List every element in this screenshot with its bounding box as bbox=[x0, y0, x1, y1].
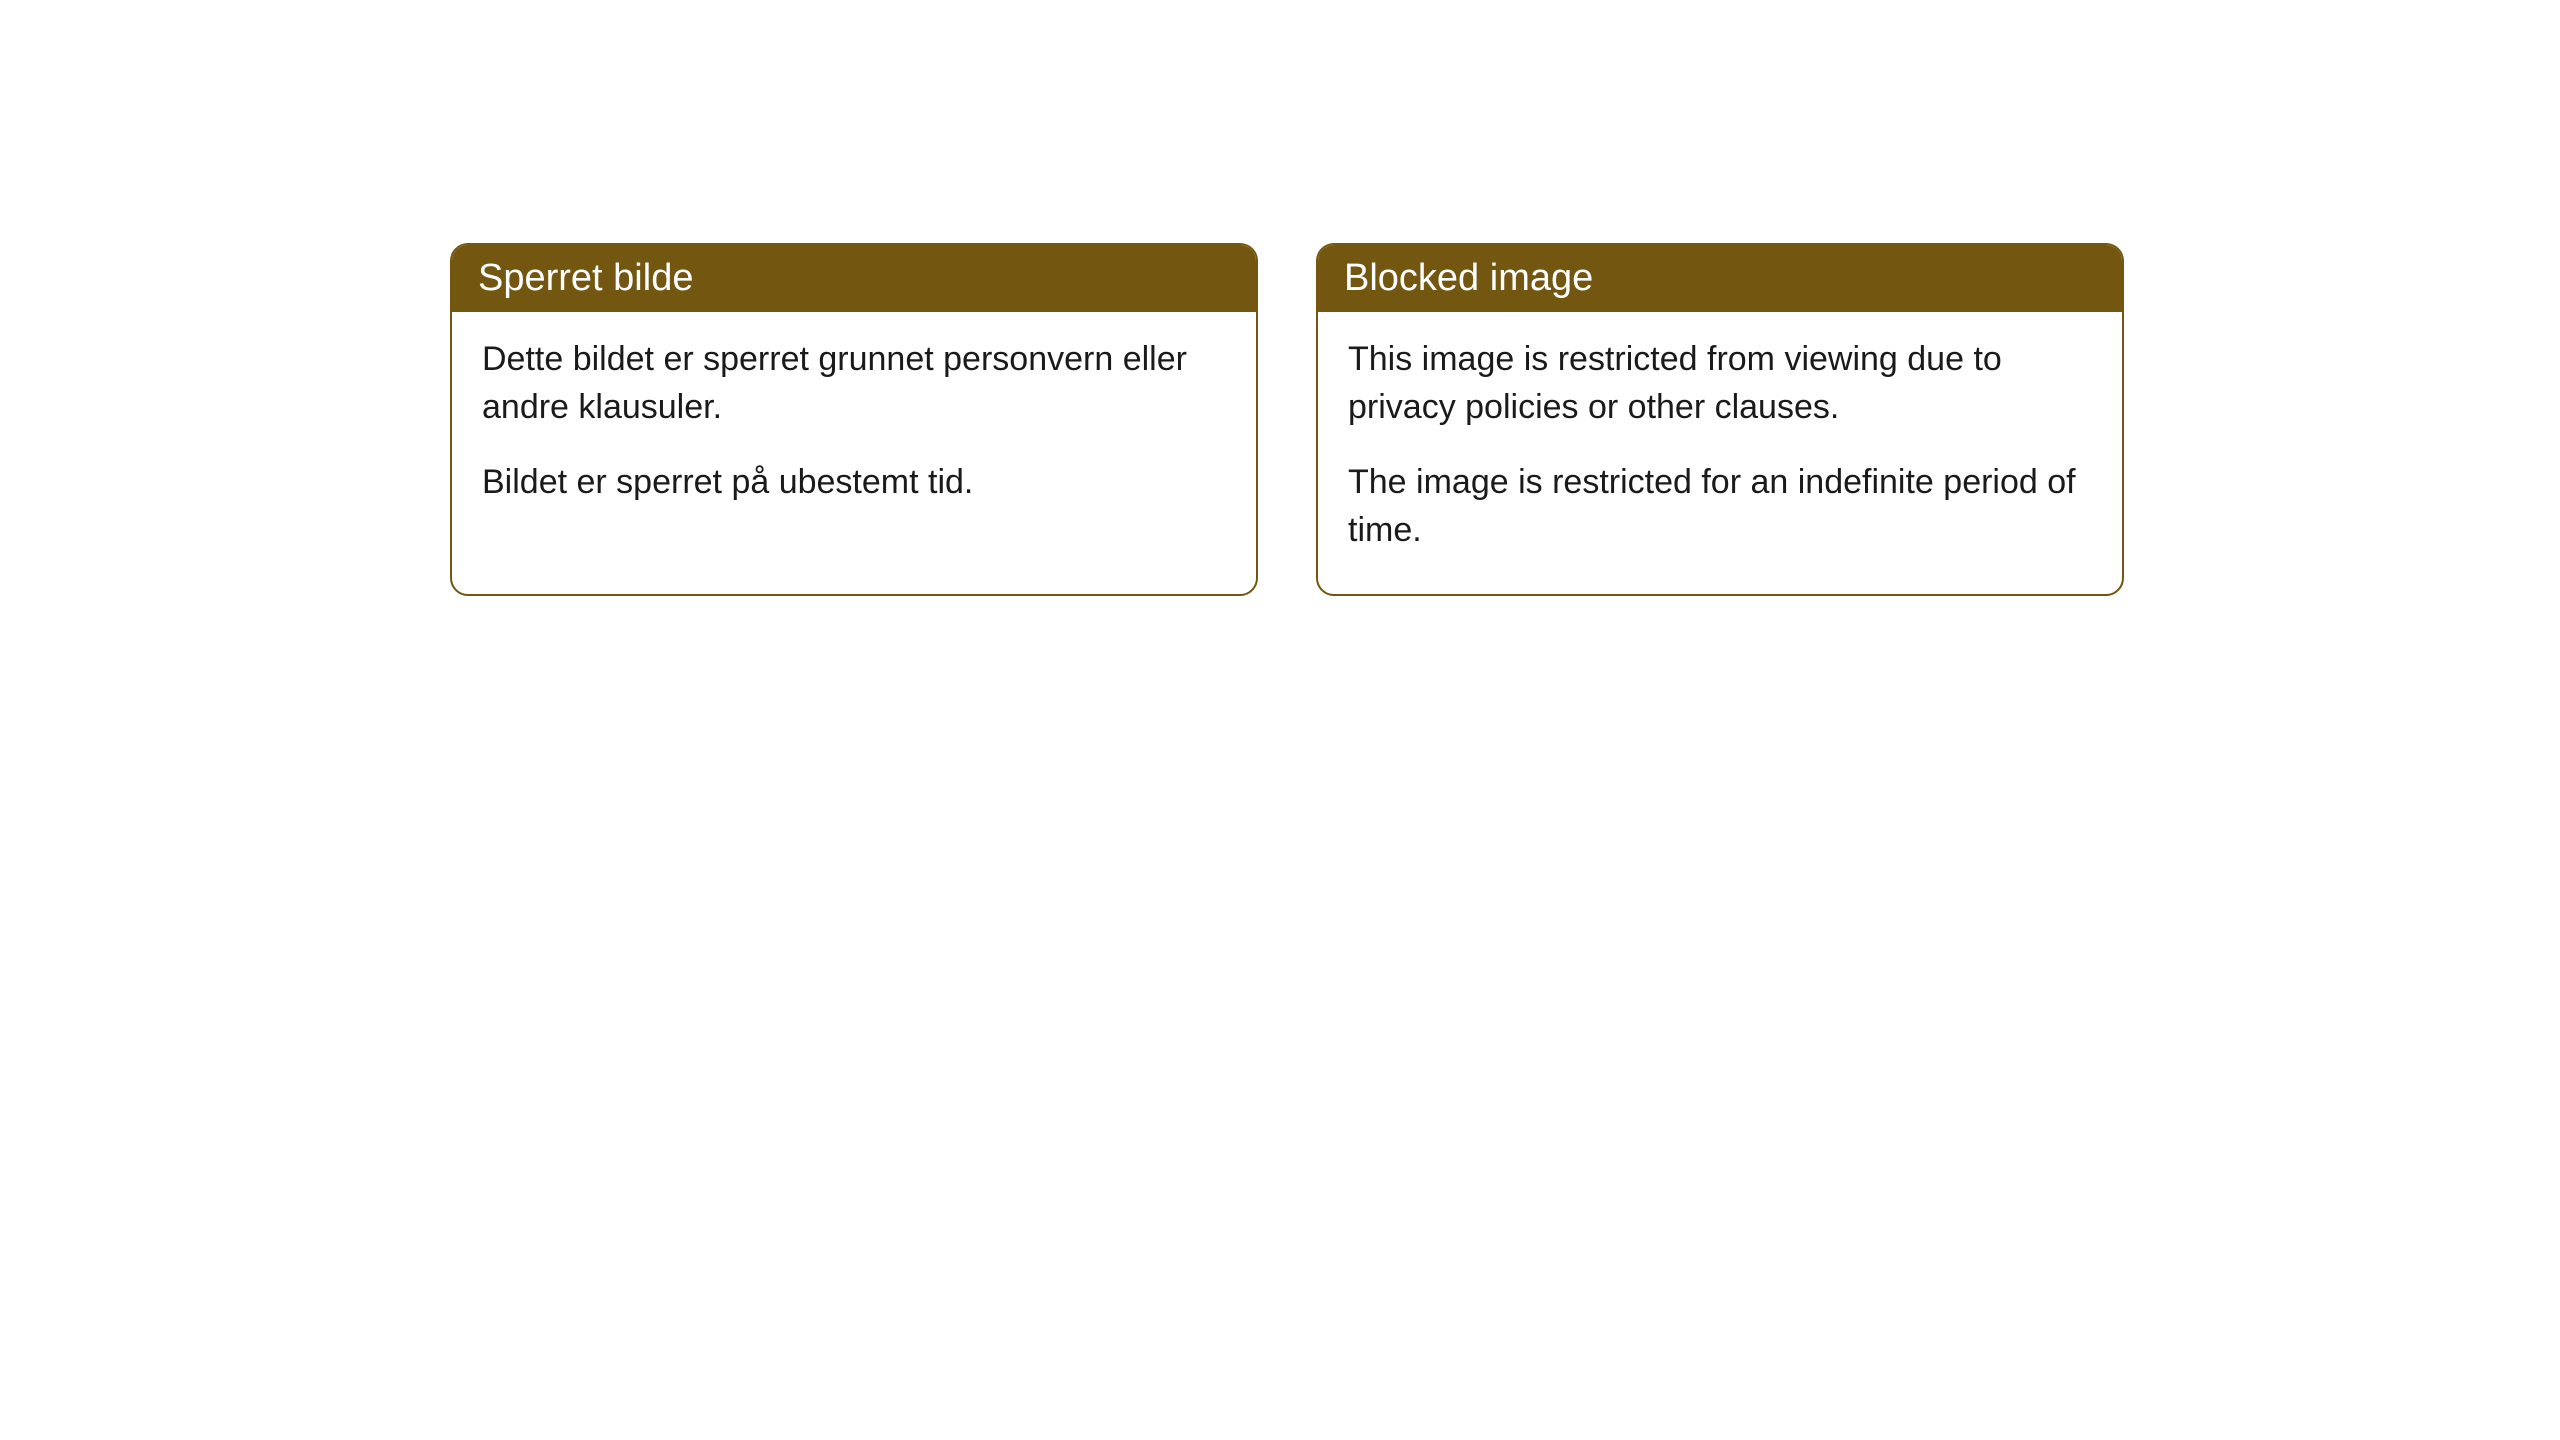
blocked-image-card-norwegian: Sperret bilde Dette bildet er sperret gr… bbox=[450, 243, 1258, 596]
blocked-image-card-english: Blocked image This image is restricted f… bbox=[1316, 243, 2124, 596]
card-body: Dette bildet er sperret grunnet personve… bbox=[452, 312, 1256, 547]
card-paragraph-2: Bildet er sperret på ubestemt tid. bbox=[482, 459, 1226, 507]
card-paragraph-1: This image is restricted from viewing du… bbox=[1348, 336, 2092, 431]
card-paragraph-1: Dette bildet er sperret grunnet personve… bbox=[482, 336, 1226, 431]
card-header: Sperret bilde bbox=[452, 245, 1256, 312]
card-body: This image is restricted from viewing du… bbox=[1318, 312, 2122, 594]
card-header: Blocked image bbox=[1318, 245, 2122, 312]
notice-cards-container: Sperret bilde Dette bildet er sperret gr… bbox=[450, 243, 2124, 596]
card-paragraph-2: The image is restricted for an indefinit… bbox=[1348, 459, 2092, 554]
card-title: Sperret bilde bbox=[478, 257, 693, 299]
card-title: Blocked image bbox=[1344, 257, 1593, 299]
